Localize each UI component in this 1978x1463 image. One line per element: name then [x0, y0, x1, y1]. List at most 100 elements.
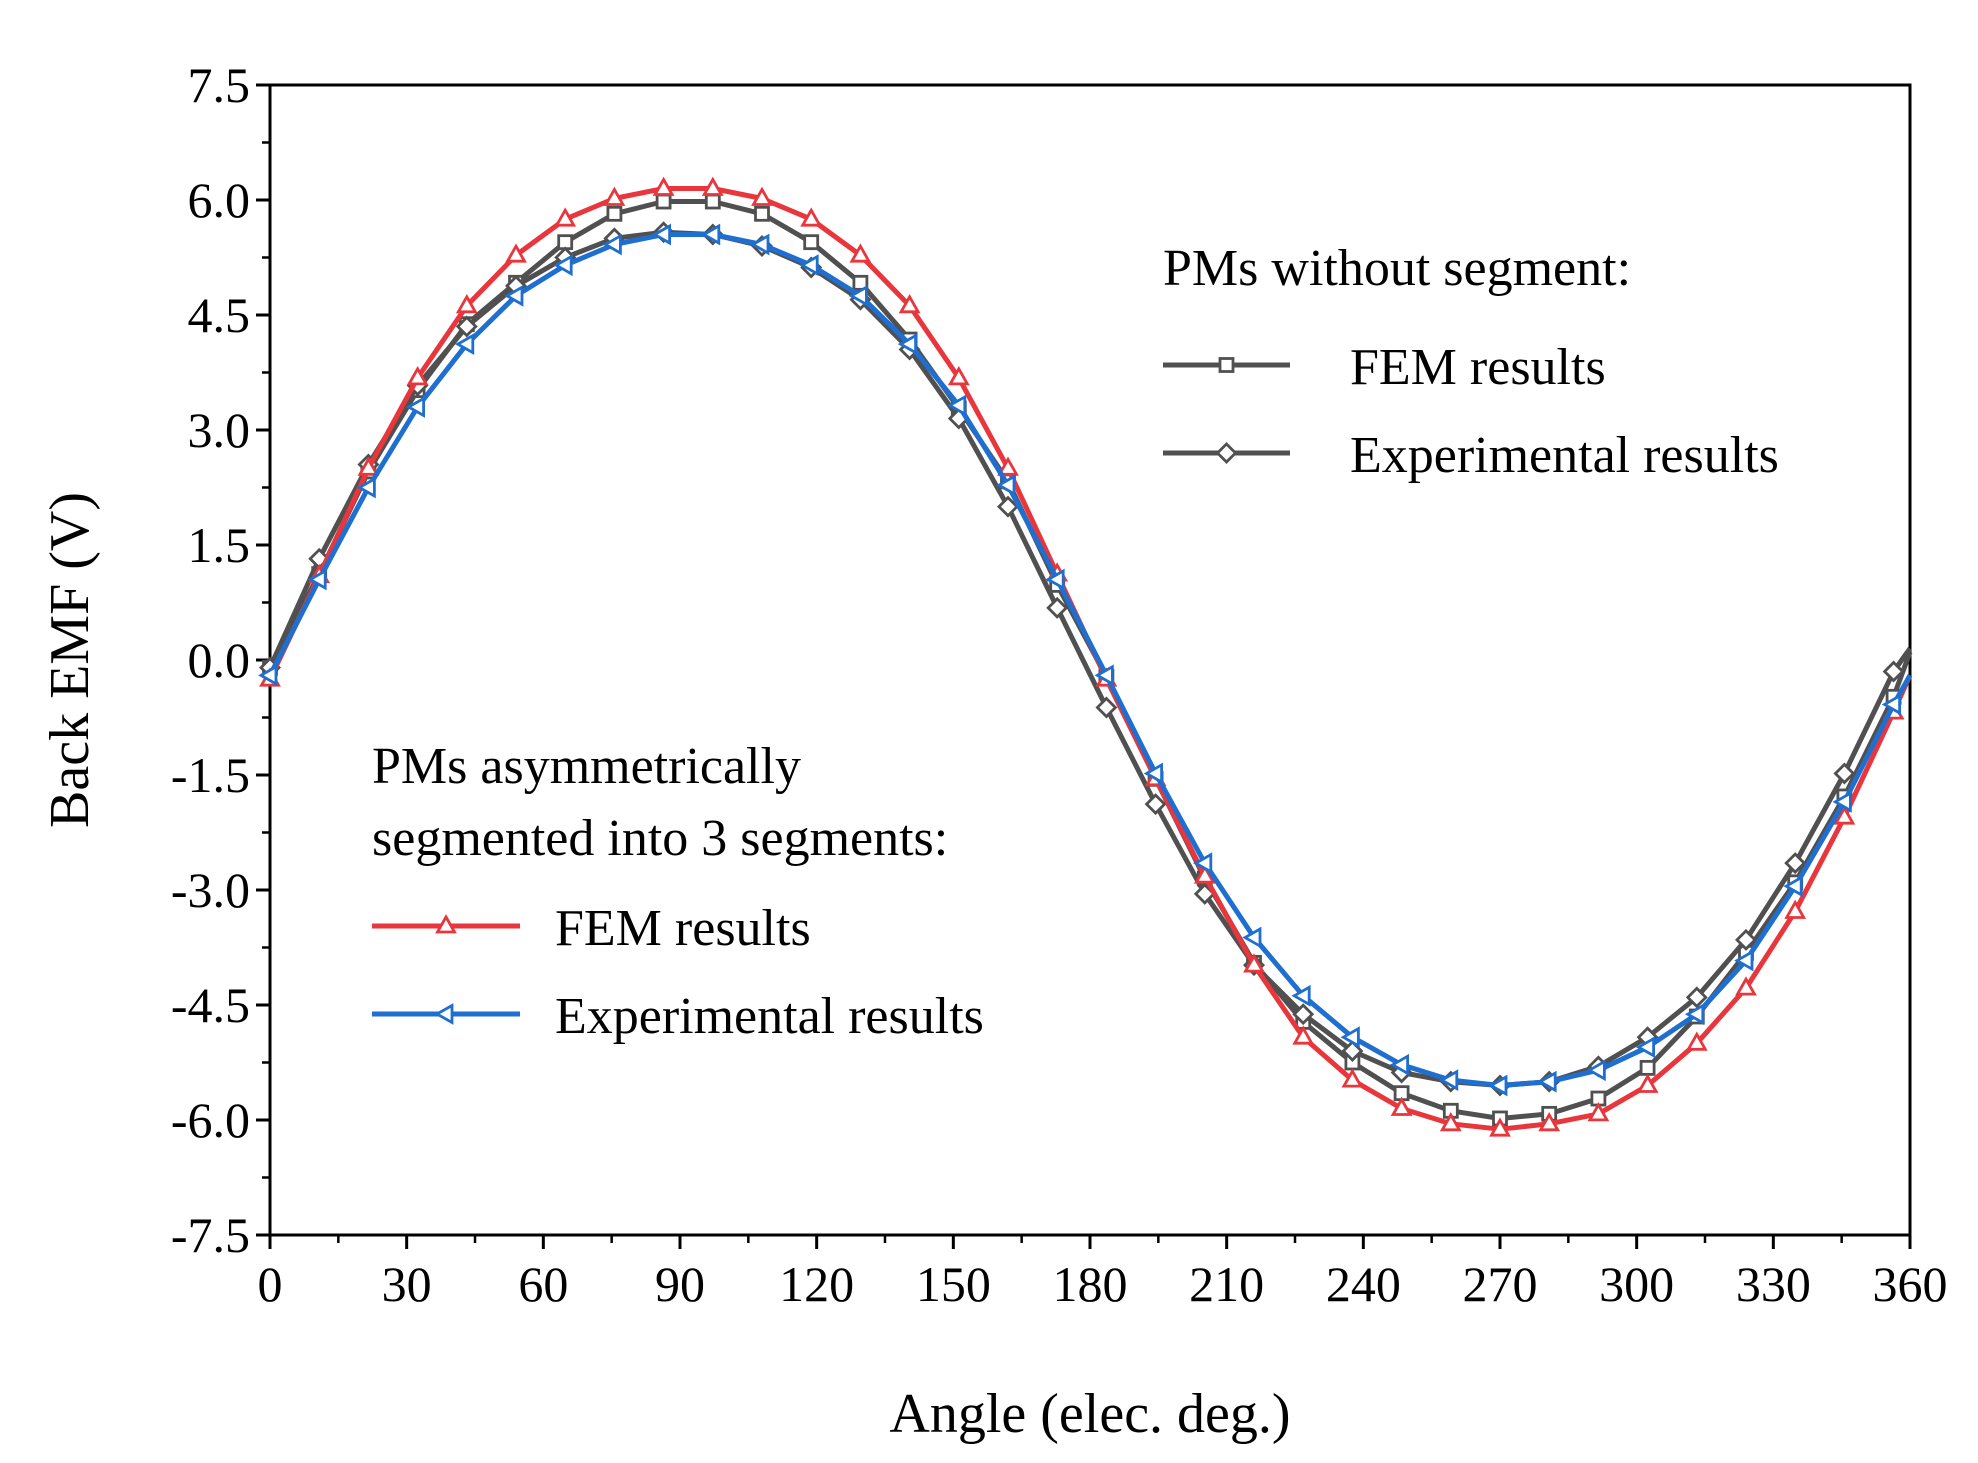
data-point — [258, 664, 278, 687]
data-point — [1341, 1068, 1364, 1088]
legend-group2-title-line2: segmented into 3 segments: — [372, 810, 948, 867]
series-3 — [258, 223, 1913, 1097]
data-point — [1784, 899, 1807, 919]
data-point — [946, 394, 967, 417]
data-point — [803, 234, 820, 251]
data-point — [455, 315, 478, 338]
data-point — [1144, 793, 1167, 816]
data-point — [554, 207, 577, 227]
legend-label-exp-without-segment: Experimental results — [1350, 427, 1779, 484]
series-line — [267, 232, 1913, 1088]
y-tick-label: 7.5 — [188, 57, 251, 113]
data-point — [996, 474, 1016, 497]
data-point — [947, 366, 970, 386]
data-point — [1735, 976, 1757, 996]
y-tick-label: -1.5 — [171, 747, 250, 803]
y-tick-label: 3.0 — [188, 402, 251, 458]
legend-group2-title-line1: PMs asymmetrically — [372, 738, 801, 795]
data-point — [606, 205, 623, 222]
data-point — [1095, 696, 1118, 719]
data-point — [505, 243, 527, 263]
x-tick-label: 270 — [1463, 1256, 1538, 1312]
y-tick-label: 6.0 — [188, 172, 251, 228]
data-point — [1046, 596, 1069, 619]
data-point — [1685, 1031, 1708, 1051]
y-tick-label: -6.0 — [171, 1092, 250, 1148]
series-line — [267, 186, 1913, 1132]
data-point — [750, 233, 770, 256]
data-point — [603, 186, 626, 206]
legend-label-exp-segmented: Experimental results — [555, 988, 984, 1045]
x-tick-label: 330 — [1736, 1256, 1811, 1312]
series-line — [267, 199, 1913, 1121]
series-layer — [258, 176, 1913, 1137]
x-tick-label: 180 — [1053, 1256, 1128, 1312]
x-tick-label: 150 — [916, 1256, 991, 1312]
legend-marker — [435, 914, 457, 934]
data-point — [1045, 568, 1065, 591]
data-point — [1832, 790, 1852, 813]
data-point — [1734, 949, 1754, 972]
series-1 — [259, 221, 1913, 1097]
data-point — [704, 193, 721, 210]
series-0 — [262, 193, 1913, 1127]
data-point — [1341, 1040, 1364, 1062]
data-point — [1882, 660, 1905, 683]
data-point — [701, 176, 724, 196]
series-line — [267, 229, 1913, 1088]
y-tick-label: -4.5 — [171, 977, 250, 1033]
data-point — [602, 233, 622, 256]
data-point — [1538, 1111, 1561, 1132]
data-point — [754, 205, 770, 222]
legend: PMs without segment: FEM results Experim… — [372, 240, 1779, 1045]
data-point — [357, 456, 380, 476]
data-point — [652, 176, 675, 196]
data-point — [406, 366, 429, 386]
legend-marker — [434, 1003, 454, 1025]
data-point — [1439, 1111, 1462, 1132]
y-tick-label: -7.5 — [171, 1207, 250, 1263]
data-point — [1193, 864, 1216, 884]
x-tick-label: 30 — [382, 1256, 432, 1312]
data-point — [1192, 852, 1213, 875]
data-point — [1833, 805, 1856, 825]
data-point — [1833, 762, 1856, 785]
legend-group1-title: PMs without segment: — [1163, 240, 1631, 297]
legend-label-fem-without-segment: FEM results — [1350, 339, 1606, 396]
y-axis: 7.5 6.0 4.5 3.0 1.5 0.0 -1.5 -3.0 -4.5 -6.0 -7.5 — [171, 57, 270, 1263]
legend-marker — [1218, 357, 1235, 373]
data-point — [1292, 1003, 1315, 1026]
x-tick-label: 360 — [1873, 1256, 1948, 1312]
x-tick-label: 240 — [1326, 1256, 1401, 1312]
data-point — [1292, 1025, 1315, 1045]
data-point — [356, 476, 376, 499]
data-point — [1489, 1117, 1511, 1137]
data-point — [1537, 1070, 1557, 1093]
data-point — [504, 284, 524, 307]
data-point — [1639, 1059, 1656, 1076]
legend-item-exp-without-segment — [1163, 442, 1290, 464]
legend-label-fem-segmented: FEM results — [555, 900, 811, 957]
data-point — [1143, 762, 1163, 785]
y-tick-label: 0.0 — [188, 632, 251, 688]
series-2 — [259, 176, 1913, 1137]
data-point — [1684, 1003, 1705, 1026]
data-point — [997, 495, 1019, 518]
legend-marker — [1215, 442, 1238, 464]
legend-item-exp-segmented — [372, 1003, 520, 1025]
data-point — [897, 333, 917, 356]
y-tick-label: -3.0 — [171, 862, 250, 918]
data-point — [1881, 693, 1901, 716]
data-point — [454, 333, 475, 356]
data-point — [997, 456, 1019, 476]
data-point — [799, 254, 819, 277]
data-point — [849, 243, 872, 263]
x-axis-title: Angle (elec. deg.) — [889, 1383, 1290, 1445]
data-point — [751, 186, 773, 206]
data-point — [1094, 664, 1114, 687]
legend-item-fem-segmented — [372, 914, 520, 934]
x-tick-label: 0 — [258, 1256, 283, 1312]
data-point — [553, 254, 573, 277]
data-point — [1242, 926, 1262, 949]
